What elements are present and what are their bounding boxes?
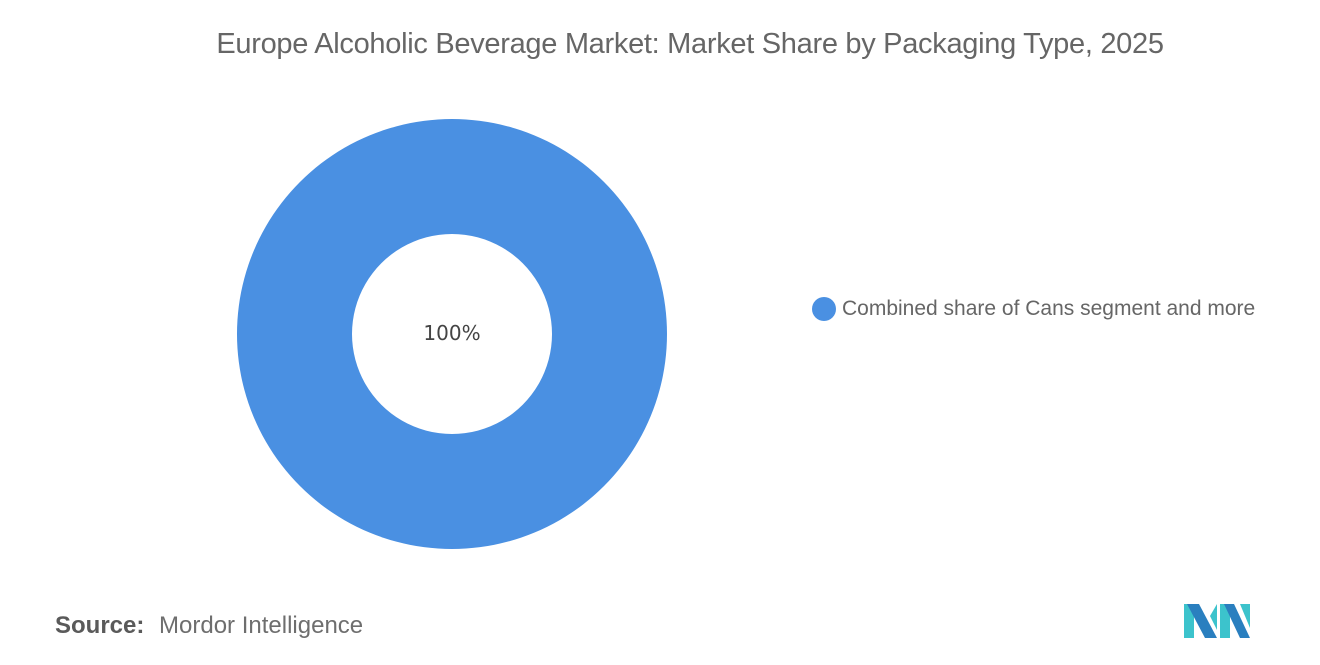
legend: Combined share of Cans segment and more: [812, 297, 1255, 321]
legend-dot-icon: [812, 297, 836, 321]
chart-title: Europe Alcoholic Beverage Market: Market…: [0, 28, 1320, 61]
source-key: Source:: [55, 612, 145, 639]
donut-center-label: 100%: [423, 321, 481, 345]
source-value: Mordor Intelligence: [159, 612, 364, 639]
chart-title-text: Europe Alcoholic Beverage Market: Market…: [216, 28, 1164, 60]
mordor-intelligence-logo-icon: [1184, 604, 1250, 638]
legend-item[interactable]: Combined share of Cans segment and more: [812, 297, 1255, 321]
legend-label: Combined share of Cans segment and more: [842, 297, 1256, 320]
source-note: Source: Mordor Intelligence: [55, 612, 363, 640]
donut-slice-cans[interactable]: [236, 119, 667, 549]
